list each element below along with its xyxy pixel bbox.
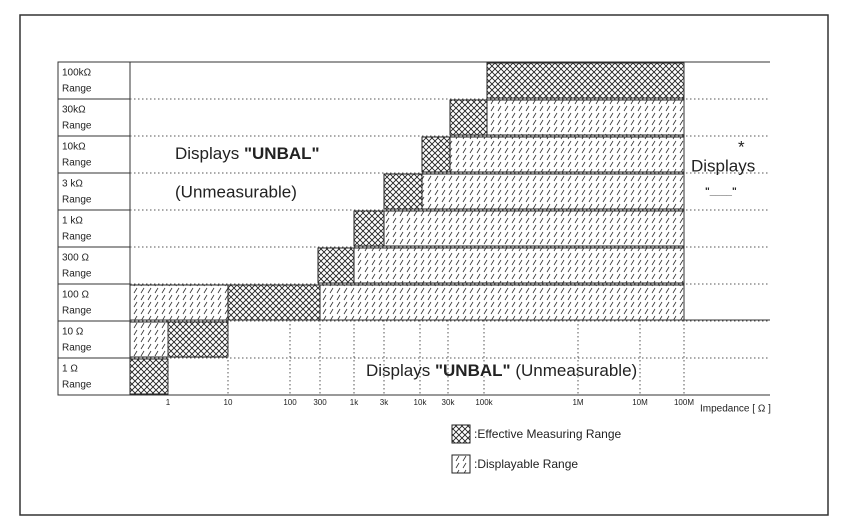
range-bar: [353, 210, 385, 247]
range-label: 10kΩ: [62, 142, 86, 153]
annotation: Displays: [691, 156, 755, 175]
range-bar: [353, 247, 685, 284]
frame: [19, 14, 829, 516]
annotation-part: Displays: [366, 361, 435, 380]
x-tick-label: 300: [313, 398, 327, 407]
x-tick-label: 3k: [380, 398, 389, 407]
annotation: (Unmeasurable): [175, 182, 297, 201]
range-bar: [167, 321, 229, 358]
x-tick-label: 100M: [674, 398, 694, 407]
range-bar: [129, 284, 229, 321]
range-bar: [421, 173, 685, 210]
range-sub: Range: [62, 121, 92, 132]
range-bar: [486, 62, 685, 99]
range-label: 10 Ω: [62, 327, 84, 338]
range-label-cell: [57, 172, 131, 211]
x-tick-label: 100k: [475, 398, 493, 407]
x-tick-label: 10M: [632, 398, 648, 407]
range-label: 1 kΩ: [62, 216, 83, 227]
range-label: 1 Ω: [62, 364, 78, 375]
legend-label: :Displayable Range: [474, 457, 578, 471]
range-label-cell: [57, 135, 131, 174]
range-label-cell: [57, 320, 131, 359]
annotation-part: "UNBAL": [435, 361, 511, 380]
legend-label: :Effective Measuring Range: [474, 427, 622, 441]
range-label: 100 Ω: [62, 290, 89, 301]
range-bar: [129, 321, 169, 358]
range-label: 3 kΩ: [62, 179, 83, 190]
range-label: 300 Ω: [62, 253, 89, 264]
annotation: "____": [705, 187, 737, 198]
range-bar: [383, 173, 423, 210]
range-bar: [449, 99, 488, 136]
range-bar: [319, 284, 685, 321]
range-sub: Range: [62, 343, 92, 354]
x-tick-label: 10: [224, 398, 233, 407]
x-axis-label: Impedance [ Ω ]: [700, 404, 771, 415]
annotation: Displays "UNBAL": [175, 144, 320, 163]
annotation: Displays "UNBAL" (Unmeasurable): [366, 361, 637, 380]
legend-swatch: [451, 424, 471, 444]
x-tick-label: 30k: [442, 398, 456, 407]
x-tick-label: 10k: [414, 398, 428, 407]
range-sub: Range: [62, 158, 92, 169]
range-label-cell: [57, 98, 131, 137]
range-sub: Range: [62, 380, 92, 391]
x-tick-label: 100: [283, 398, 297, 407]
range-bar: [383, 210, 685, 247]
x-tick-label: 1: [166, 398, 171, 407]
range-bar: [317, 247, 355, 284]
annotation: *: [738, 137, 745, 156]
range-sub: Range: [62, 269, 92, 280]
annotation-part: Displays: [175, 144, 244, 163]
range-sub: Range: [62, 232, 92, 243]
range-bar: [129, 358, 169, 395]
range-label: 100kΩ: [62, 68, 92, 79]
range-label-cell: [57, 246, 131, 285]
annotation-part: (Unmeasurable): [511, 361, 638, 380]
range-bar: [421, 136, 451, 173]
x-tick-label: 1k: [350, 398, 359, 407]
range-sub: Range: [62, 306, 92, 317]
range-bar: [449, 136, 685, 173]
range-label-cell: [57, 357, 131, 396]
annotation-part: "UNBAL": [244, 144, 320, 163]
range-label: 30kΩ: [62, 105, 86, 116]
range-bar: [486, 99, 685, 136]
range-bar: [227, 284, 321, 321]
range-label-cell: [57, 283, 131, 322]
range-sub: Range: [62, 84, 92, 95]
range-sub: Range: [62, 195, 92, 206]
x-tick-label: 1M: [572, 398, 583, 407]
legend-swatch: [451, 454, 471, 474]
